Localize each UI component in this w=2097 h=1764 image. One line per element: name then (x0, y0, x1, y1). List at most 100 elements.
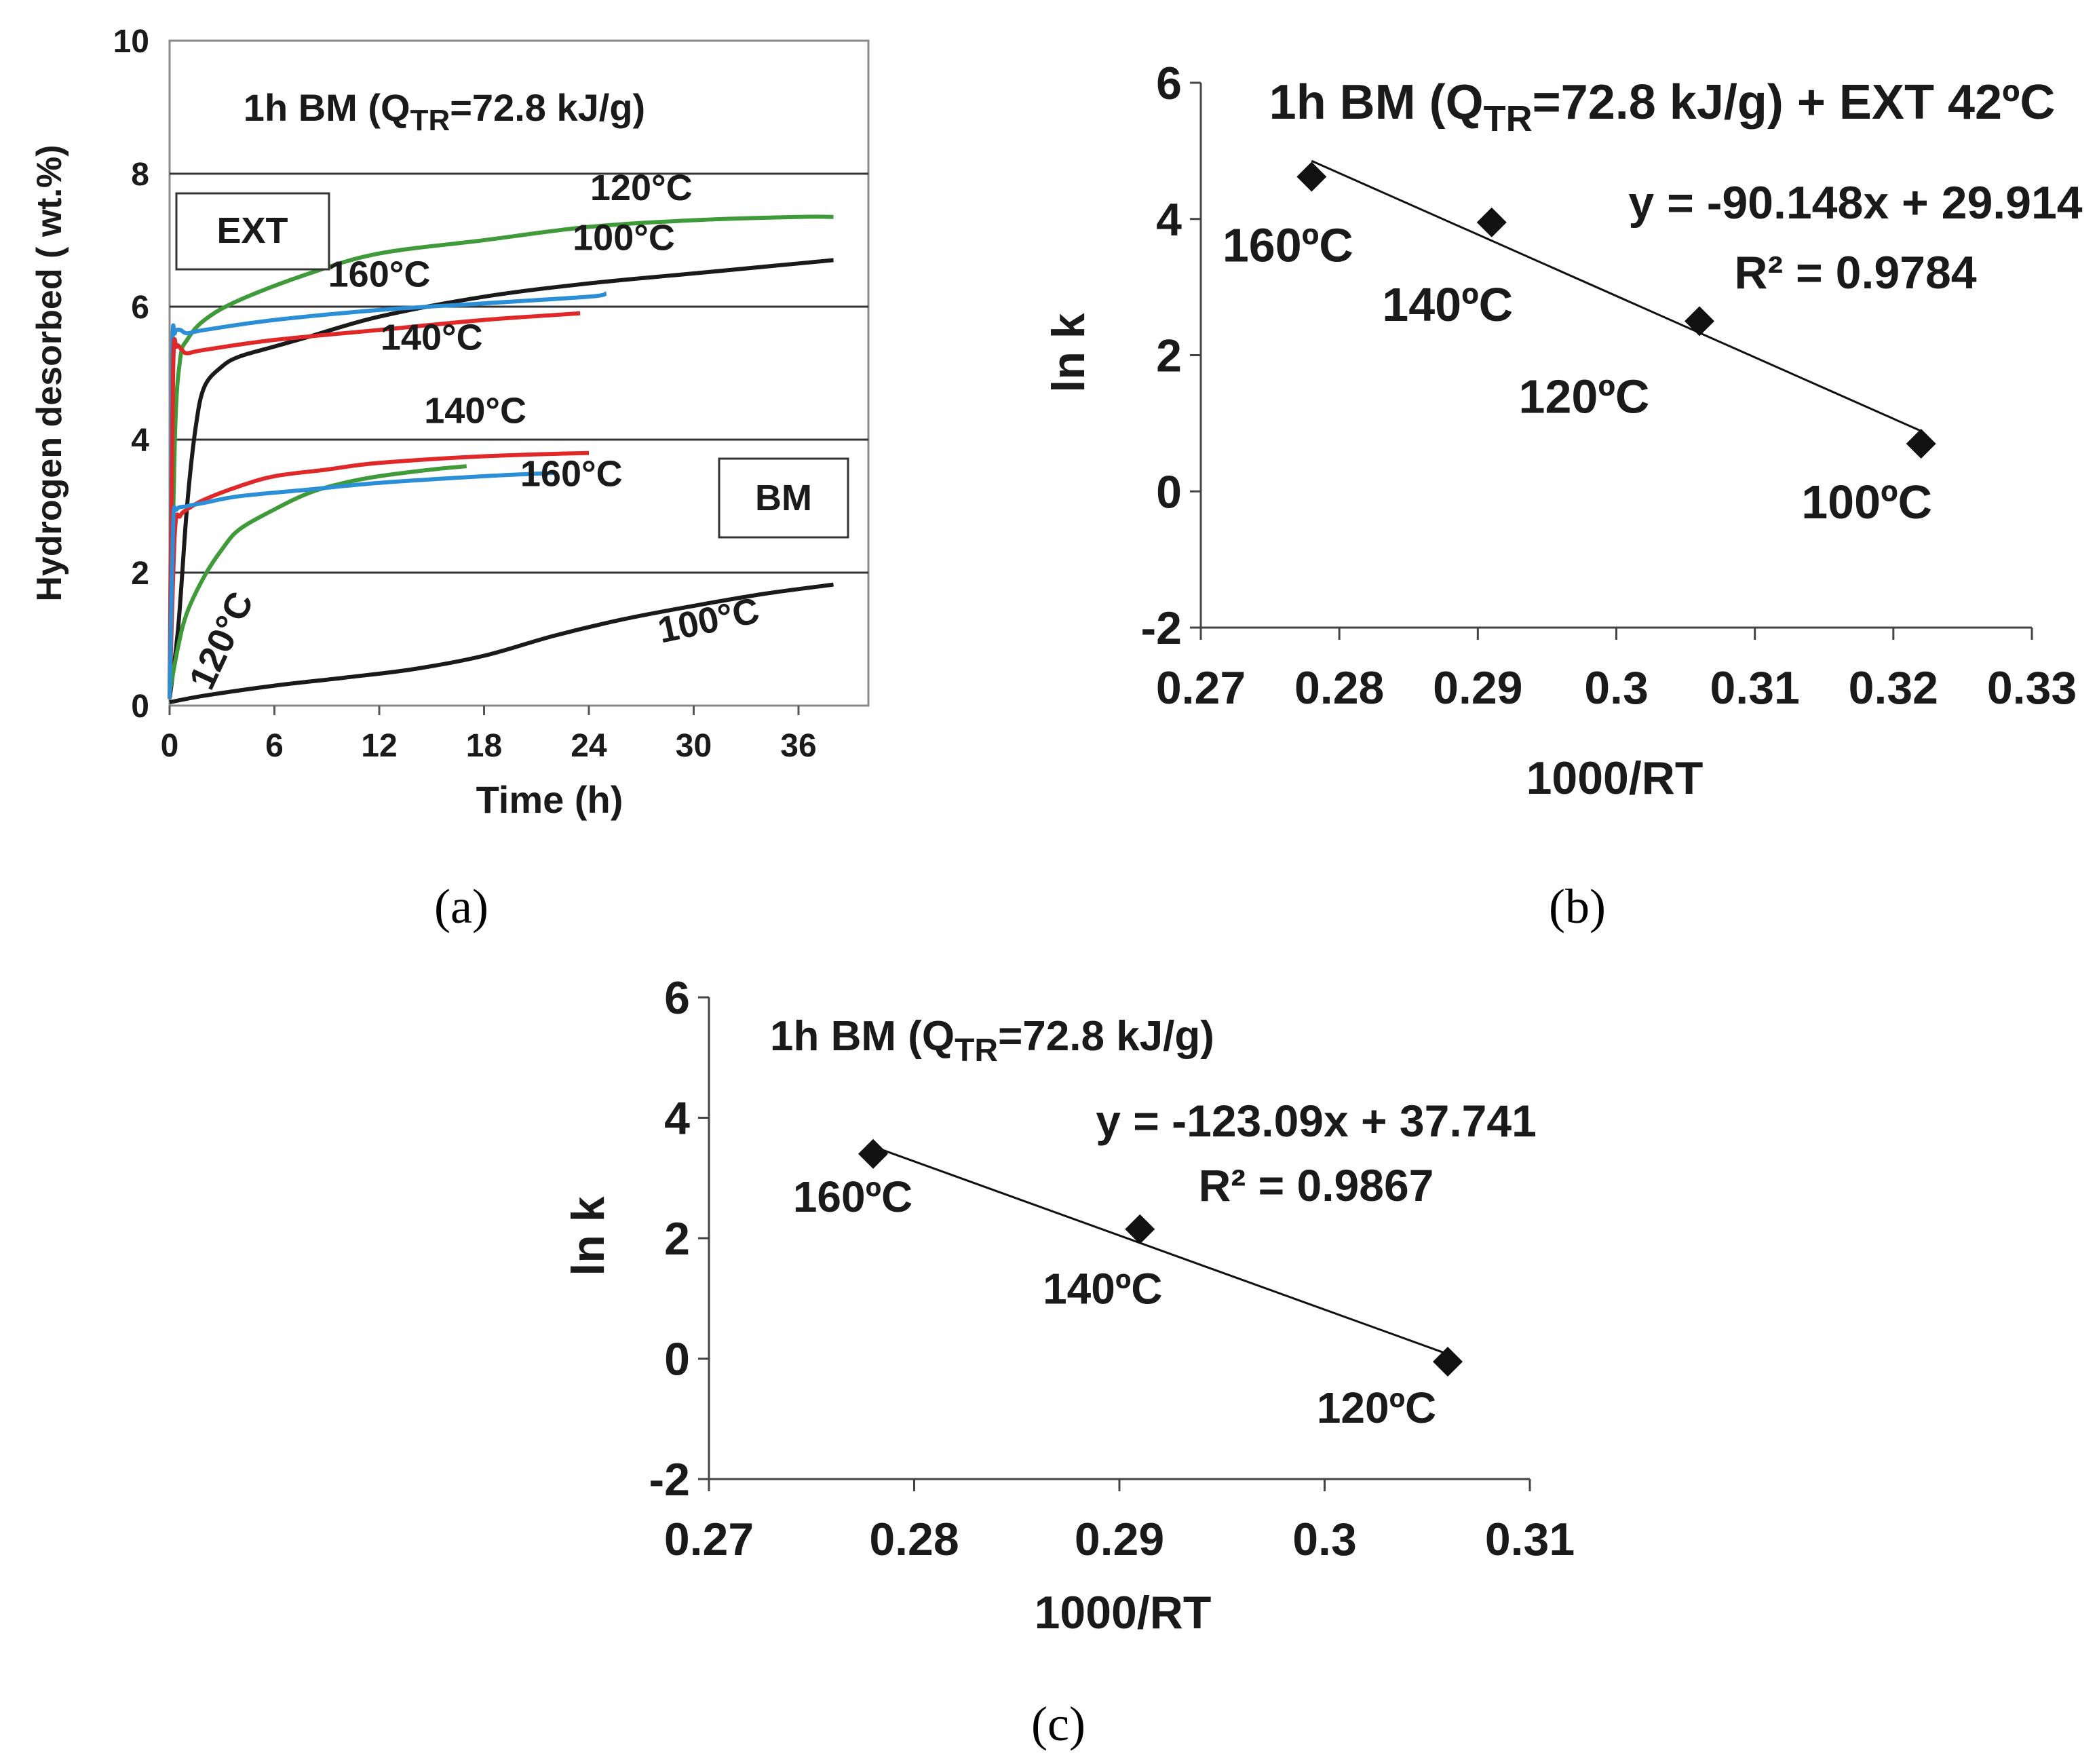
y-tick-label: 0 (131, 689, 149, 725)
x-tick-label: 0.27 (664, 1514, 754, 1565)
x-tick-label: 12 (361, 728, 397, 764)
y-tick-label: 6 (664, 972, 690, 1024)
x-tick-label: 0.33 (1987, 662, 2077, 714)
y-tick-label: 4 (1156, 194, 1182, 246)
curve-label: 140°C (424, 391, 526, 432)
series-line-bm-120c (168, 464, 467, 693)
x-tick-label: 0.31 (1485, 1514, 1575, 1565)
panel-a-y-axis-title: Hydrogen desorbed ( wt.%) (30, 145, 69, 601)
bm-box-label: BM (755, 478, 812, 518)
ext-box (175, 192, 330, 271)
panel-c-equation: y = -123.09x + 37.741 (1096, 1096, 1537, 1146)
y-tick-label: 6 (1156, 58, 1182, 109)
point-label: 160ºC (793, 1172, 912, 1221)
data-point-diamond (1906, 428, 1936, 459)
panel-b-trendline (1311, 159, 1922, 432)
panel-c: 6 4 2 0 -2 0.27 0.28 0.29 0.3 0.31 160ºC 140ºC 120… (562, 972, 1575, 1751)
y-tick-label: 10 (113, 24, 149, 60)
panel-a-y-tick-labels: 0 2 4 6 8 10 (113, 24, 150, 725)
panel-a-label: (a) (434, 879, 488, 934)
data-point-diamond (1476, 207, 1507, 237)
x-tick-label: 0.3 (1292, 1514, 1357, 1565)
panel-c-trendline (872, 1145, 1448, 1356)
point-label: 140ºC (1043, 1265, 1162, 1314)
x-tick-label: 0.3 (1584, 662, 1649, 714)
panel-b-r-squared: R² = 0.9784 (1734, 247, 1976, 299)
series-line-ext-140c (168, 311, 581, 699)
panel-a-gridlines (170, 172, 868, 574)
panel-c-r-squared: R² = 0.9867 (1199, 1160, 1434, 1210)
y-tick-label: 6 (131, 290, 149, 326)
x-tick-label: 0.28 (869, 1514, 959, 1565)
panel-a-plot-frame (168, 39, 870, 707)
data-point-diamond (1125, 1214, 1155, 1244)
point-label: 120ºC (1317, 1383, 1436, 1432)
y-tick-label: -2 (1141, 602, 1182, 654)
panel-c-axes (698, 996, 1531, 1491)
x-tick-label: 24 (571, 728, 607, 764)
data-point-diamond (858, 1138, 888, 1169)
point-label: 100ºC (1801, 476, 1932, 529)
y-tick-label: 4 (664, 1093, 690, 1145)
x-tick-label: 0.28 (1294, 662, 1384, 714)
panel-b-data-points (1296, 161, 1936, 459)
y-tick-label: 0 (664, 1334, 690, 1385)
x-tick-label: 6 (265, 728, 284, 764)
data-point-diamond (1433, 1346, 1463, 1377)
curve-label: 100°C (655, 590, 763, 651)
panel-b-title: 1h BM (QTR=72.8 kJ/g) + EXT 42ºC (1269, 75, 2056, 139)
series-line-bm-140c (168, 450, 590, 699)
y-tick-label: 2 (1156, 330, 1182, 382)
panel-b-y-axis-title: ln k (1043, 313, 1094, 392)
point-label: 120ºC (1519, 370, 1650, 423)
x-tick-label: 0.31 (1710, 662, 1799, 714)
panel-c-x-axis-title: 1000/RT (1035, 1587, 1212, 1638)
curve-label: 160°C (328, 254, 431, 295)
x-tick-label: 0.29 (1075, 1514, 1164, 1565)
trendline (1311, 159, 1922, 432)
trendline (872, 1145, 1448, 1356)
panel-b-x-tick-labels: 0.27 0.28 0.29 0.3 0.31 0.32 0.33 (1156, 662, 2077, 714)
x-tick-label: 36 (780, 728, 816, 764)
panel-c-title: 1h BM (QTR=72.8 kJ/g) (770, 1013, 1214, 1069)
panel-c-point-labels: 160ºC 140ºC 120ºC (793, 1172, 1436, 1432)
panel-b-axes (1190, 81, 2033, 640)
ext-box-label: EXT (216, 210, 288, 251)
point-label: 160ºC (1223, 219, 1353, 272)
curve-label: 140°C (381, 318, 483, 358)
panel-a-series (168, 214, 834, 705)
panel-b: 6 4 2 0 -2 0.27 0.28 0.29 0.3 0.31 0.32 0.33 160ºC… (1043, 58, 2083, 934)
panel-a-title: 1h BM (QTR=72.8 kJ/g) (244, 86, 645, 137)
panel-b-equation: y = -90.148x + 29.914 (1628, 177, 2082, 229)
x-tick-label: 0.32 (1849, 662, 1938, 714)
y-tick-label: -2 (649, 1454, 690, 1506)
x-tick-label: 0.27 (1156, 662, 1246, 714)
panel-c-label: (c) (1031, 1697, 1085, 1751)
y-tick-label: 2 (131, 556, 149, 592)
panel-b-y-tick-labels: 6 4 2 0 -2 (1141, 58, 1182, 654)
curve-label: 100°C (573, 218, 675, 258)
x-tick-label: 0.29 (1433, 662, 1522, 714)
x-tick-label: 18 (466, 728, 502, 764)
panel-a-x-axis-title: Time (h) (476, 778, 623, 821)
curve-label: 120°C (590, 168, 693, 208)
y-tick-label: 8 (131, 157, 149, 193)
panel-c-data-points (858, 1138, 1463, 1377)
y-tick-label: 0 (1156, 466, 1182, 518)
data-point-diamond (1296, 161, 1327, 192)
point-label: 140ºC (1382, 278, 1513, 331)
y-tick-label: 4 (131, 423, 149, 459)
panel-b-label: (b) (1549, 879, 1606, 934)
series-line-bm-160c (168, 471, 554, 699)
panel-c-y-tick-labels: 6 4 2 0 -2 (649, 972, 691, 1506)
panel-a-x-tick-labels: 0 6 12 18 24 30 36 (161, 706, 817, 764)
panel-c-y-axis-title: ln k (562, 1196, 614, 1276)
bm-box (718, 457, 849, 539)
series-line-bm-100c (169, 582, 834, 705)
panel-c-x-tick-labels: 0.27 0.28 0.29 0.3 0.31 (664, 1514, 1575, 1565)
x-tick-label: 0 (161, 728, 179, 764)
y-tick-label: 2 (664, 1213, 690, 1265)
